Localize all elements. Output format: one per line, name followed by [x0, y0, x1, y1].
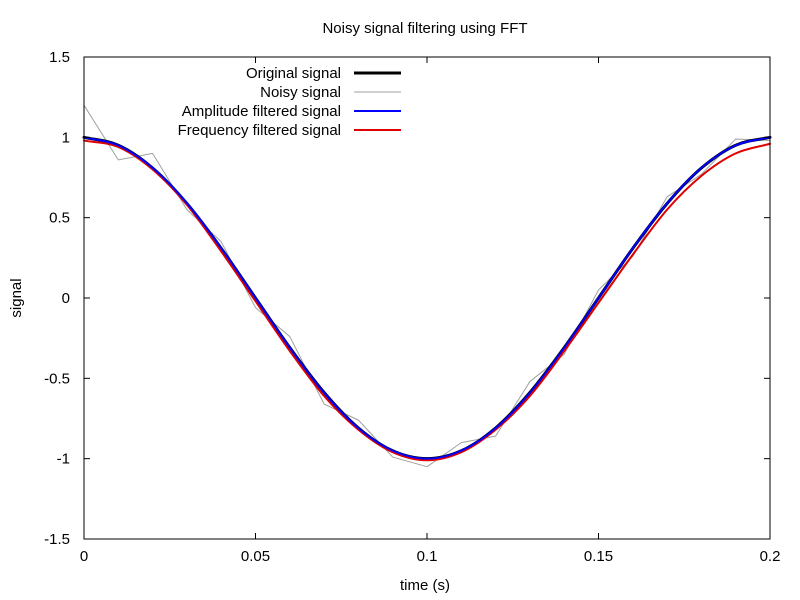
chart-title: Noisy signal filtering using FFT: [322, 20, 527, 37]
series-line: [83, 104, 771, 468]
x-tick-label: 0.1: [417, 548, 438, 565]
x-tick-label: 0: [80, 548, 88, 565]
legend-label: Noisy signal: [260, 84, 341, 101]
plot-area: 0 0.05 0.1 0.15 0.2 -1.5 -1 -0.5 0 0.5 1 1.5: [44, 49, 780, 565]
legend-label: Original signal: [246, 65, 341, 82]
y-axis: -1.5 -1 -0.5 0 0.5 1 1.5: [44, 49, 770, 548]
series-layer: [82, 104, 772, 468]
x-tick-label: 0.2: [760, 548, 781, 565]
x-tick-label: 0.15: [584, 548, 613, 565]
x-axis: 0 0.05 0.1 0.15 0.2: [80, 57, 781, 565]
x-axis-label: time (s): [400, 577, 450, 594]
legend: Original signal Noisy signal Amplitude fil…: [178, 65, 401, 139]
y-tick-label: -1: [57, 451, 70, 468]
legend-label: Amplitude filtered signal: [182, 103, 341, 120]
y-tick-label: 0: [62, 290, 70, 307]
legend-label: Frequency filtered signal: [178, 122, 341, 139]
y-tick-label: 1.5: [49, 49, 70, 66]
y-tick-label: 1: [62, 129, 70, 146]
series-line: [83, 139, 771, 462]
y-tick-label: -0.5: [44, 370, 70, 387]
x-tick-label: 0.05: [241, 548, 270, 565]
y-tick-label: -1.5: [44, 531, 70, 548]
series-line: [82, 135, 772, 461]
series-line: [83, 136, 771, 460]
y-axis-label: signal: [8, 278, 25, 317]
y-tick-label: 0.5: [49, 210, 70, 227]
